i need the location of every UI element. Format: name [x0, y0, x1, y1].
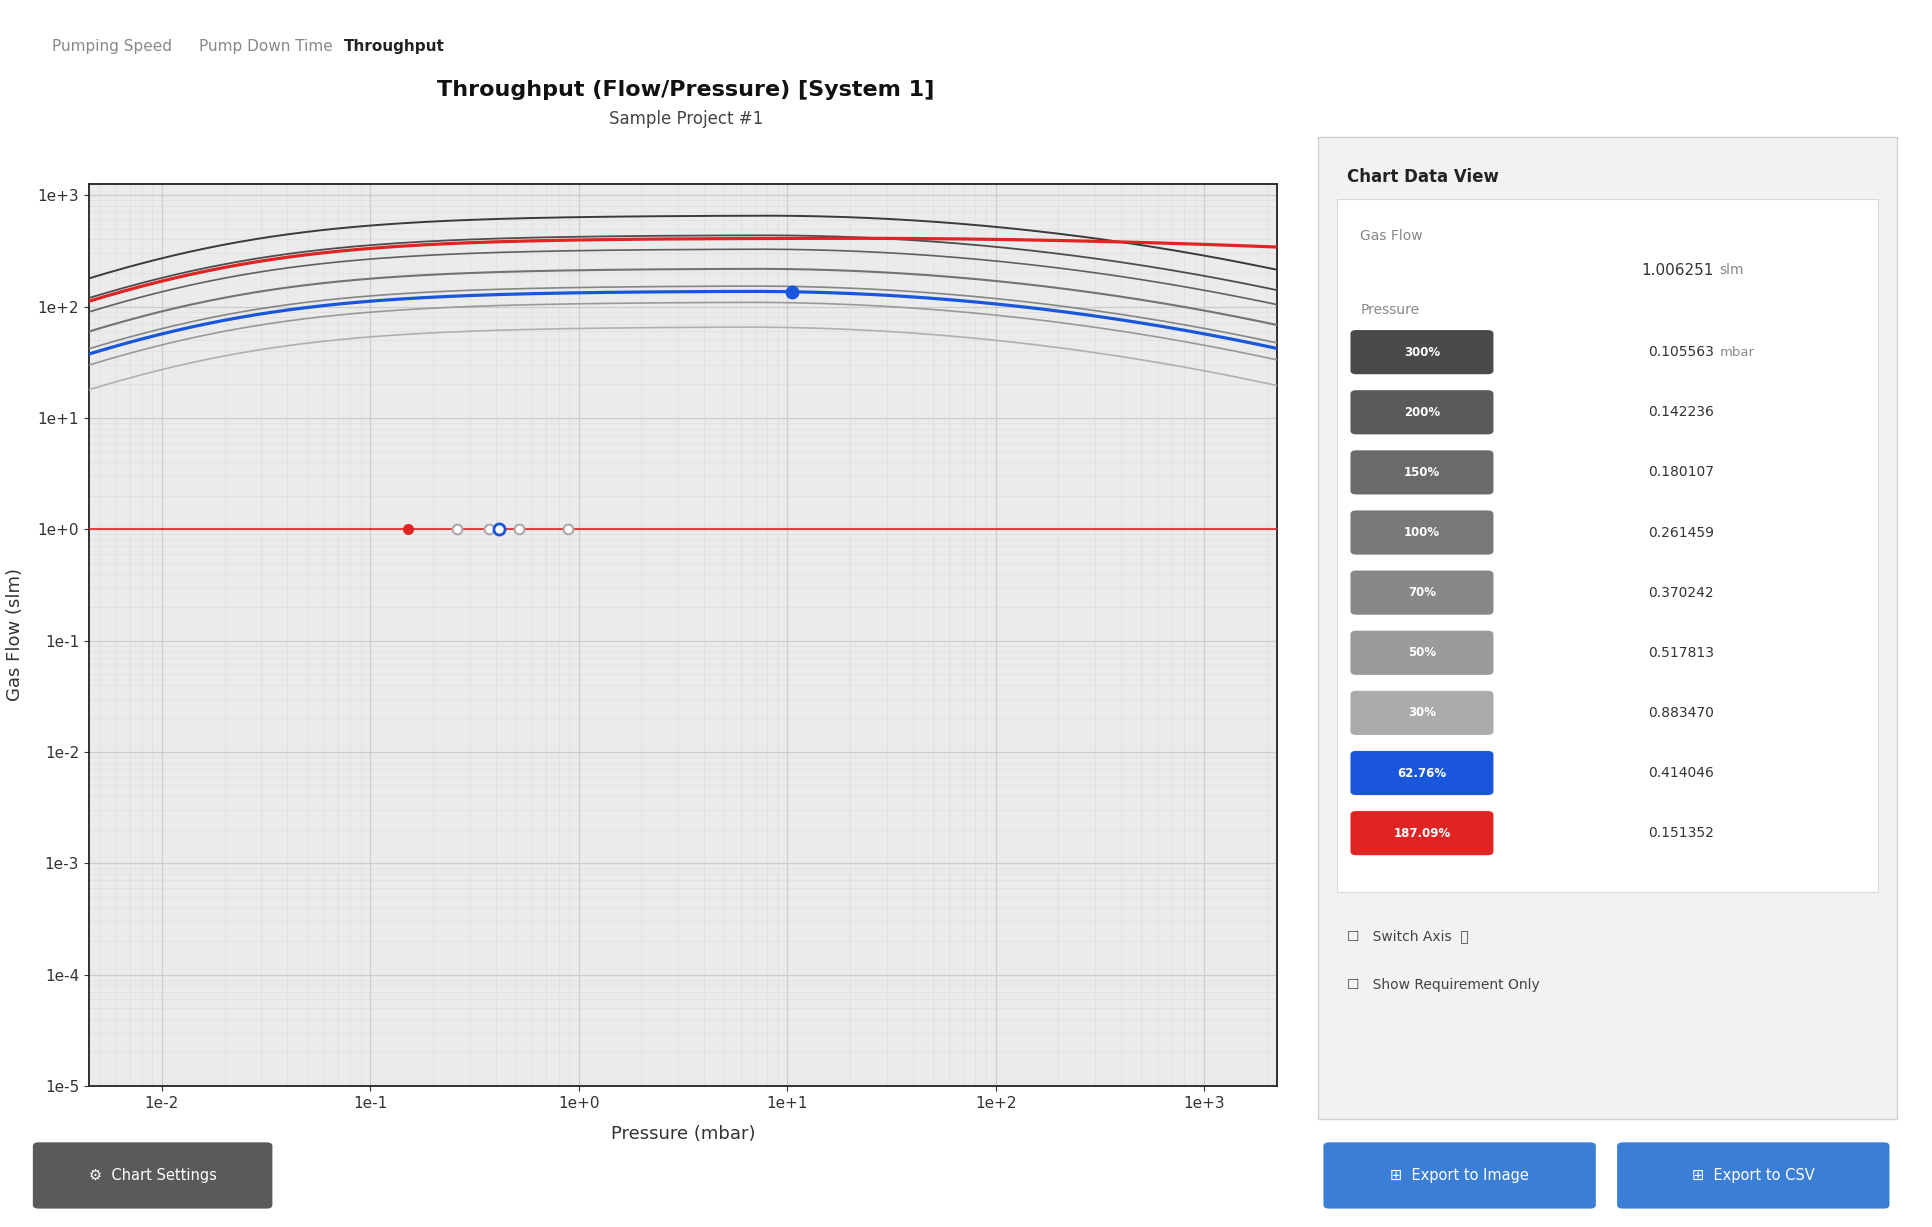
Text: Pressure: Pressure: [1360, 303, 1420, 317]
X-axis label: Pressure (mbar): Pressure (mbar): [611, 1124, 755, 1142]
Text: 300%: 300%: [1405, 346, 1439, 358]
Text: Pumping Speed: Pumping Speed: [52, 39, 172, 54]
Text: 0.180107: 0.180107: [1648, 465, 1714, 480]
Text: 0.151352: 0.151352: [1648, 826, 1714, 840]
Text: 150%: 150%: [1405, 466, 1439, 479]
Text: 0.414046: 0.414046: [1648, 766, 1714, 780]
Text: Pump Down Time: Pump Down Time: [199, 39, 332, 54]
Y-axis label: Gas Flow (slm): Gas Flow (slm): [6, 568, 23, 702]
Text: ☐   Switch Axis  ❓: ☐ Switch Axis ❓: [1347, 929, 1468, 942]
Text: slm: slm: [1719, 263, 1745, 276]
Text: Gas Flow: Gas Flow: [1360, 229, 1422, 243]
Text: Sample Project #1: Sample Project #1: [609, 110, 763, 128]
Text: 100%: 100%: [1405, 526, 1439, 539]
Text: Throughput: Throughput: [344, 39, 444, 54]
Text: 0.517813: 0.517813: [1648, 645, 1714, 660]
Text: Throughput (Flow/Pressure) [System 1]: Throughput (Flow/Pressure) [System 1]: [437, 80, 935, 99]
Text: 187.09%: 187.09%: [1393, 827, 1451, 839]
Text: 1.006251: 1.006251: [1642, 263, 1714, 277]
Text: 0.370242: 0.370242: [1648, 585, 1714, 600]
Text: 200%: 200%: [1405, 406, 1439, 418]
Text: ☐   Show Requirement Only: ☐ Show Requirement Only: [1347, 978, 1540, 991]
Text: 0.883470: 0.883470: [1648, 706, 1714, 720]
Text: ⊞  Export to CSV: ⊞ Export to CSV: [1692, 1168, 1814, 1183]
Text: 50%: 50%: [1408, 647, 1435, 659]
Text: 0.105563: 0.105563: [1648, 345, 1714, 360]
Text: Chart Data View: Chart Data View: [1347, 168, 1499, 187]
Text: 30%: 30%: [1408, 707, 1435, 719]
Text: 62.76%: 62.76%: [1397, 767, 1447, 779]
Text: 0.261459: 0.261459: [1648, 525, 1714, 540]
Text: ⊞  Export to Image: ⊞ Export to Image: [1391, 1168, 1528, 1183]
Text: 0.142236: 0.142236: [1648, 405, 1714, 420]
Text: ⚙  Chart Settings: ⚙ Chart Settings: [89, 1168, 216, 1183]
Text: mbar: mbar: [1719, 346, 1754, 358]
Text: 70%: 70%: [1408, 587, 1435, 599]
